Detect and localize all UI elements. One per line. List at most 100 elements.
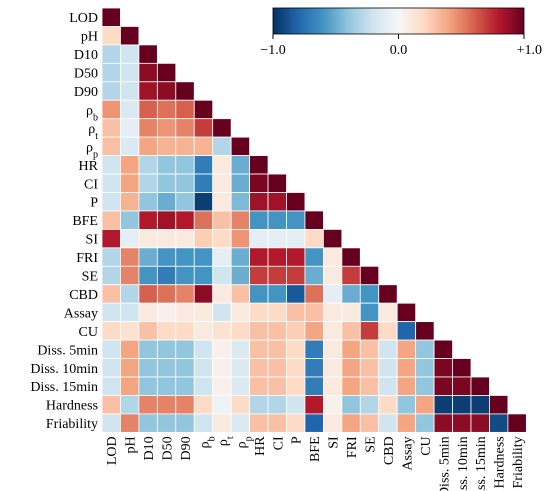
heatmap-cell-Friability-D50	[156, 413, 177, 433]
heatmap-cell-SE-pH	[120, 265, 140, 286]
heatmap-cell-Assay-SE	[359, 302, 380, 323]
heatmap-cell-Diss5-Diss5	[433, 339, 453, 359]
colorbar-gradient	[272, 7, 525, 35]
heatmap-cell-LOD-LOD	[101, 7, 121, 27]
heatmap-cell-Diss10-D10	[138, 358, 158, 378]
heatmap-cell-Diss10-SI	[322, 358, 343, 378]
heatmap-cell-SE-D50	[156, 265, 177, 286]
heatmap-cell-Hardness-rho_p	[230, 395, 250, 415]
heatmap-cell-Diss15-LOD	[101, 376, 121, 396]
heatmap-cell-Hardness-D50	[156, 395, 177, 415]
heatmap-cell-Diss15-SI	[322, 376, 343, 396]
heatmap-cell-CBD-LOD	[101, 284, 121, 304]
heatmap-cell-Friability-SE	[359, 413, 380, 433]
heatmap-cell-CBD-pH	[120, 284, 140, 304]
heatmap-cell-HR-D10	[138, 155, 158, 175]
row-label-Diss5: Diss. 5min	[37, 343, 98, 358]
heatmap-cell-Hardness-P	[286, 395, 306, 415]
heatmap-cell-Hardness-rho_t	[212, 395, 232, 415]
row-label-D10: D10	[74, 48, 98, 63]
heatmap-cell-rho_p-rho_p	[230, 136, 250, 156]
heatmap-cell-Friability-Assay	[396, 413, 417, 433]
heatmap-cell-D90-D50	[156, 81, 177, 101]
row-label-Diss15: Diss. 15min	[30, 380, 98, 395]
heatmap-cell-P-rho_t	[212, 192, 232, 212]
heatmap-cell-Diss5-LOD	[101, 339, 121, 359]
heatmap-cell-BFE-D50	[156, 210, 177, 230]
heatmap-cell-Friability-BFE	[304, 413, 324, 433]
heatmap-cell-rho_p-D10	[138, 136, 158, 156]
heatmap-cell-Assay-D50	[156, 302, 177, 323]
heatmap-cell-Friability-Hardness	[489, 413, 509, 433]
heatmap-cell-D90-LOD	[101, 81, 121, 101]
heatmap-cell-Hardness-SE	[359, 395, 380, 415]
heatmap-cell-CU-rho_b	[193, 321, 214, 341]
heatmap-cell-Diss10-LOD	[101, 358, 121, 378]
heatmap-cell-CBD-rho_t	[212, 284, 232, 304]
heatmap-cell-SI-CI	[267, 228, 287, 249]
column-label-HR: HR	[253, 436, 268, 456]
column-label-P: P	[290, 436, 305, 444]
heatmap-cell-FRI-LOD	[101, 247, 121, 267]
heatmap-cell-P-D50	[156, 192, 177, 212]
heatmap-cell-FRI-pH	[120, 247, 140, 267]
heatmap-cell-BFE-rho_p	[230, 210, 250, 230]
heatmap-cell-Diss5-CI	[267, 339, 287, 359]
heatmap-cell-SE-rho_t	[212, 265, 232, 286]
heatmap-cell-Diss5-BFE	[304, 339, 324, 359]
heatmap-cell-Diss15-CBD	[378, 376, 398, 396]
heatmap-cell-FRI-rho_p	[230, 247, 250, 267]
heatmap-cell-SE-rho_b	[193, 265, 214, 286]
column-label-SE: SE	[364, 436, 379, 452]
heatmap-cell-CU-CI	[267, 321, 287, 341]
heatmap-cell-Diss15-CI	[267, 376, 287, 396]
heatmap-cell-rho_t-rho_t	[212, 118, 232, 138]
heatmap-cell-Diss15-Diss10	[452, 376, 472, 396]
heatmap-cell-HR-HR	[249, 155, 269, 175]
row-label-SI: SI	[86, 233, 99, 248]
heatmap-cell-Assay-pH	[120, 302, 140, 323]
heatmap-cell-rho_t-D50	[156, 118, 177, 138]
heatmap-cell-CU-LOD	[101, 321, 121, 341]
heatmap-cell-SI-rho_p	[230, 228, 250, 249]
heatmap-cell-Assay-BFE	[304, 302, 324, 323]
heatmap-cell-BFE-LOD	[101, 210, 121, 230]
heatmap-cell-Assay-rho_b	[193, 302, 214, 323]
heatmap-cell-Diss5-pH	[120, 339, 140, 359]
heatmap-cell-BFE-D10	[138, 210, 158, 230]
row-label-P: P	[90, 196, 98, 211]
heatmap-cell-P-rho_b	[193, 192, 214, 212]
heatmap-cell-FRI-HR	[249, 247, 269, 267]
heatmap-cell-P-D10	[138, 192, 158, 212]
heatmap-cell-BFE-rho_b	[193, 210, 214, 230]
heatmap-cell-Friability-CBD	[378, 413, 398, 433]
column-label-Hardness: Hardness	[493, 436, 508, 488]
heatmap-cell-CI-HR	[249, 173, 269, 193]
heatmap-cell-SI-D90	[175, 228, 195, 249]
heatmap-cell-D10-pH	[120, 44, 140, 64]
row-label-LOD: LOD	[69, 11, 98, 26]
heatmap-cell-rho_b-D50	[156, 99, 177, 120]
heatmap-cell-Friability-CU	[415, 413, 435, 433]
heatmap-cell-CU-D90	[175, 321, 195, 341]
heatmap-cell-CBD-D90	[175, 284, 195, 304]
row-label-Hardness: Hardness	[46, 399, 98, 414]
heatmap-cell-Assay-rho_p	[230, 302, 250, 323]
row-label-CBD: CBD	[69, 288, 98, 303]
heatmap-cell-Diss10-D90	[175, 358, 195, 378]
heatmap-cell-HR-LOD	[101, 155, 121, 175]
heatmap-cell-FRI-D90	[175, 247, 195, 267]
heatmap-cell-Diss5-rho_b	[193, 339, 214, 359]
heatmap-cell-FRI-rho_t	[212, 247, 232, 267]
heatmap-cell-Diss15-BFE	[304, 376, 324, 396]
heatmap-cell-HR-rho_b	[193, 155, 214, 175]
row-label-pH: pH	[81, 30, 98, 45]
heatmap-cell-CBD-CBD	[378, 284, 398, 304]
heatmap-cell-D50-LOD	[101, 62, 121, 83]
heatmap-cell-SI-rho_t	[212, 228, 232, 249]
heatmap-cell-Hardness-FRI	[341, 395, 361, 415]
heatmap-cell-rho_t-D90	[175, 118, 195, 138]
column-label-BFE: BFE	[308, 436, 323, 462]
heatmap-cell-Friability-FRI	[341, 413, 361, 433]
